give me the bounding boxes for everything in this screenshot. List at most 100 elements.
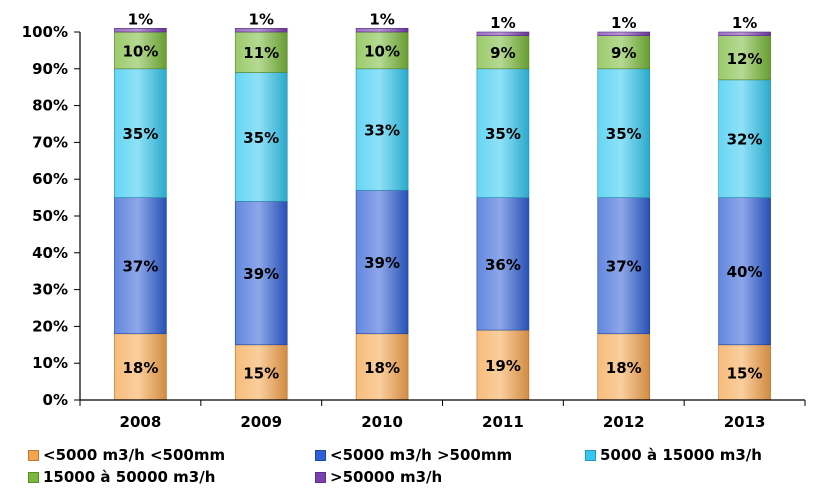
bar-segment xyxy=(718,79,771,198)
data-label: 35% xyxy=(243,129,279,147)
bar-segment xyxy=(597,197,651,335)
data-label: 35% xyxy=(606,125,642,143)
data-label: 18% xyxy=(122,359,158,377)
legend-item-4: 15000 à 50000 m3/h xyxy=(28,468,315,486)
bar-segment xyxy=(476,68,530,198)
legend-swatch-2 xyxy=(315,449,326,461)
bar-segment xyxy=(234,344,288,401)
data-label: 9% xyxy=(611,44,636,62)
y-tick-label: 90% xyxy=(32,60,68,78)
bar-segment xyxy=(114,68,167,198)
data-label: 33% xyxy=(364,122,400,140)
legend-label-5: >50000 m3/h xyxy=(330,468,443,486)
data-label: 37% xyxy=(606,258,642,276)
y-tick-label: 30% xyxy=(32,281,68,299)
data-label: 1% xyxy=(732,14,757,32)
data-label: 15% xyxy=(243,364,279,382)
data-label: 18% xyxy=(606,359,642,377)
bar-segment xyxy=(114,28,167,33)
bar-segment xyxy=(114,333,167,401)
data-label: 11% xyxy=(243,44,279,62)
y-tick-label: 80% xyxy=(32,97,68,115)
data-label: 1% xyxy=(128,10,153,28)
legend-swatch-1 xyxy=(28,449,39,461)
y-axis-ticks: 0% 10% 20% 30% 40% 50% 60% 70% 80% 90% 100% xyxy=(22,23,80,409)
data-label: 32% xyxy=(727,131,763,149)
data-label: 9% xyxy=(490,44,515,62)
legend-row-1: <5000 m3/h <500mm <5000 m3/h >500mm 5000… xyxy=(28,444,808,466)
data-label: 10% xyxy=(364,42,400,60)
bar-segment xyxy=(234,72,288,202)
y-tick-label: 0% xyxy=(43,391,68,409)
data-label: 39% xyxy=(243,265,279,283)
bar-segment xyxy=(718,197,771,346)
y-tick-label: 70% xyxy=(32,133,68,151)
legend: <5000 m3/h <500mm <5000 m3/h >500mm 5000… xyxy=(28,444,808,488)
bar-segment xyxy=(355,68,409,191)
x-tick-label: 2013 xyxy=(724,413,766,431)
y-tick-label: 100% xyxy=(22,23,68,41)
bar-segment xyxy=(476,329,530,401)
x-tick-label: 2008 xyxy=(120,413,162,431)
legend-item-3: 5000 à 15000 m3/h xyxy=(585,446,762,464)
stacked-bar-chart: 0% 10% 20% 30% 40% 50% 60% 70% 80% 90% 100% 18% 37%… xyxy=(22,10,806,431)
data-label: 36% xyxy=(485,256,521,274)
y-tick-label: 60% xyxy=(32,170,68,188)
x-tick-label: 2011 xyxy=(482,413,524,431)
bar-stack-2011: 19% 36% 35% 9% 1% xyxy=(476,14,530,401)
bar-segment xyxy=(234,200,288,346)
x-tick-label: 2009 xyxy=(240,413,282,431)
bar-segment xyxy=(355,31,409,70)
x-axis-labels: 2008 2009 2010 2011 2012 2013 xyxy=(120,413,766,431)
bar-segment xyxy=(476,31,530,36)
bar-segment xyxy=(597,31,651,36)
legend-label-1: <5000 m3/h <500mm xyxy=(43,446,226,464)
data-label: 18% xyxy=(364,359,400,377)
bar-segment xyxy=(597,68,651,198)
data-label: 15% xyxy=(727,364,763,382)
legend-item-1: <5000 m3/h <500mm xyxy=(28,446,315,464)
x-tick-label: 2012 xyxy=(603,413,645,431)
legend-item-5: >50000 m3/h xyxy=(315,468,442,486)
legend-label-4: 15000 à 50000 m3/h xyxy=(43,468,216,486)
bar-segment xyxy=(114,197,167,335)
y-tick-label: 40% xyxy=(32,244,68,262)
bar-segment xyxy=(355,189,409,335)
data-label: 1% xyxy=(490,14,515,32)
legend-swatch-3 xyxy=(585,449,596,461)
axes xyxy=(79,32,806,406)
y-tick-label: 50% xyxy=(32,207,68,225)
bar-segment xyxy=(234,28,288,33)
bar-segment xyxy=(476,197,530,331)
bar-segment xyxy=(476,35,530,70)
data-label: 37% xyxy=(122,258,158,276)
x-tick-label: 2010 xyxy=(361,413,403,431)
data-label: 35% xyxy=(122,125,158,143)
data-label: 40% xyxy=(727,263,763,281)
data-label: 1% xyxy=(249,10,274,28)
bar-segment xyxy=(234,31,288,73)
legend-label-3: 5000 à 15000 m3/h xyxy=(600,446,762,464)
data-label: 12% xyxy=(727,50,763,68)
bar-segment xyxy=(114,31,167,70)
bar-segment xyxy=(718,31,771,36)
bar-segment xyxy=(718,344,771,401)
data-label: 1% xyxy=(611,14,636,32)
y-tick-label: 10% xyxy=(32,354,68,372)
bar-stack-2010: 18% 39% 33% 10% 1% xyxy=(355,10,409,401)
data-label: 19% xyxy=(485,357,521,375)
y-tick-label: 20% xyxy=(32,317,68,335)
bar-segment xyxy=(355,333,409,401)
bar-stack-2013: 15% 40% 32% 12% 1% xyxy=(718,14,771,401)
bar-segment xyxy=(718,35,771,81)
data-label: 35% xyxy=(485,125,521,143)
legend-item-2: <5000 m3/h >500mm xyxy=(315,446,585,464)
bar-segment xyxy=(597,333,651,401)
bar-area: 18% 37% 35% 10% 1% 15% 39% 35% 11% 1% 18% 39% 33% 10%… xyxy=(114,10,771,401)
legend-row-2: 15000 à 50000 m3/h >50000 m3/h xyxy=(28,466,808,488)
legend-label-2: <5000 m3/h >500mm xyxy=(330,446,513,464)
bar-segment xyxy=(355,28,409,33)
bar-stack-2009: 15% 39% 35% 11% 1% xyxy=(234,10,288,401)
bar-stack-2012: 18% 37% 35% 9% 1% xyxy=(597,14,651,401)
data-label: 1% xyxy=(369,10,394,28)
